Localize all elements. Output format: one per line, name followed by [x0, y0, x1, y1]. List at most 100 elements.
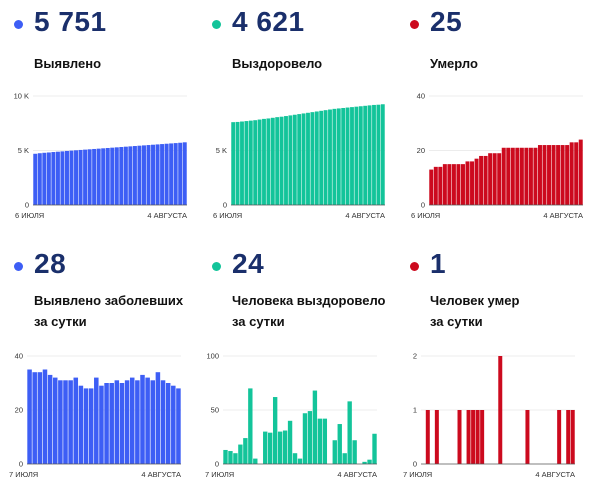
bar	[141, 145, 146, 205]
bar	[176, 388, 181, 464]
bar	[104, 383, 109, 464]
bar	[129, 377, 135, 464]
bar	[342, 453, 347, 464]
bar	[515, 147, 520, 205]
bar	[284, 116, 288, 205]
bar	[114, 147, 119, 205]
x-tick-label-start: 7 ИЮЛЯ	[205, 470, 234, 479]
bar	[233, 453, 238, 464]
bar	[497, 153, 502, 205]
y-tick-label: 10 K	[14, 92, 29, 101]
x-tick-label-end: 4 АВГУСТА	[535, 470, 575, 479]
bar	[88, 388, 94, 464]
bar	[372, 433, 377, 464]
bar	[479, 155, 484, 205]
bar	[332, 108, 337, 205]
bar	[292, 114, 297, 205]
x-tick-label-end: 4 АВГУСТА	[543, 211, 583, 220]
bar	[367, 105, 372, 205]
bar	[465, 161, 470, 205]
bar	[488, 153, 493, 205]
bar	[433, 166, 438, 205]
bar	[123, 146, 128, 205]
stat-value: 5 751	[34, 6, 107, 37]
bar	[73, 377, 79, 464]
bar	[442, 164, 447, 206]
bar	[425, 410, 430, 464]
bar	[372, 104, 376, 205]
bar	[178, 142, 183, 205]
bar	[323, 110, 328, 205]
bar	[492, 153, 497, 205]
y-tick-label: 20	[15, 406, 23, 415]
bar	[363, 105, 368, 205]
x-tick-label-start: 6 ИЮЛЯ	[411, 211, 440, 220]
bar	[42, 369, 48, 464]
bar	[350, 107, 354, 205]
bar-chart: 100 50 07 ИЮЛЯ 4 АВГУСТА	[205, 352, 377, 479]
bar	[68, 380, 73, 464]
stat-label: Умерло	[430, 56, 478, 71]
y-tick-label: 50	[211, 406, 219, 415]
bar	[58, 380, 63, 464]
x-tick-label-start: 6 ИЮЛЯ	[213, 211, 242, 220]
stat-value: 1	[430, 248, 447, 279]
bar	[322, 418, 328, 464]
bar	[341, 107, 346, 205]
bar	[92, 148, 97, 205]
bar	[474, 158, 479, 205]
bar	[99, 385, 104, 464]
y-tick-label: 40	[417, 92, 425, 101]
y-tick-label: 40	[15, 352, 23, 361]
bar	[275, 117, 280, 205]
bar	[150, 380, 156, 464]
bar	[51, 152, 56, 205]
bar	[354, 106, 359, 205]
red-dot-icon	[410, 262, 419, 271]
bar	[263, 431, 268, 464]
bar	[528, 147, 533, 205]
bar	[248, 120, 253, 205]
bar	[480, 410, 485, 464]
blue-dot-icon	[14, 262, 23, 271]
bar	[83, 388, 89, 464]
bar	[37, 153, 42, 205]
bar	[266, 118, 271, 205]
bar	[438, 166, 443, 205]
bar	[182, 142, 187, 205]
bar	[556, 145, 561, 205]
bar	[345, 107, 350, 205]
stat-label: Выздоровело	[232, 56, 323, 71]
x-tick-label-start: 7 ИЮЛЯ	[9, 470, 38, 479]
bar	[574, 142, 579, 205]
y-tick-label: 2	[413, 352, 417, 361]
bar	[96, 148, 101, 205]
x-tick-label-end: 4 АВГУСТА	[147, 211, 187, 220]
bar	[33, 153, 38, 205]
bar	[165, 383, 171, 464]
bar	[78, 385, 84, 464]
bar	[302, 413, 308, 464]
bar	[145, 377, 150, 464]
red-dot-icon	[410, 20, 419, 29]
bar	[524, 147, 529, 205]
bar	[160, 380, 166, 464]
bar	[114, 380, 120, 464]
green-dot-icon	[212, 262, 221, 271]
bar	[243, 438, 248, 464]
bar	[63, 380, 68, 464]
bar	[566, 410, 571, 464]
bar	[27, 369, 32, 464]
bar	[312, 390, 318, 464]
bar	[87, 149, 92, 205]
bar	[347, 401, 352, 464]
bar	[55, 151, 60, 205]
bar	[376, 104, 381, 205]
stat-value: 28	[34, 248, 67, 279]
bar	[223, 449, 228, 464]
bar	[74, 150, 79, 205]
stat-label-line-1: Человека выздоровело	[232, 293, 386, 308]
bar	[297, 458, 303, 464]
bar	[140, 374, 145, 464]
